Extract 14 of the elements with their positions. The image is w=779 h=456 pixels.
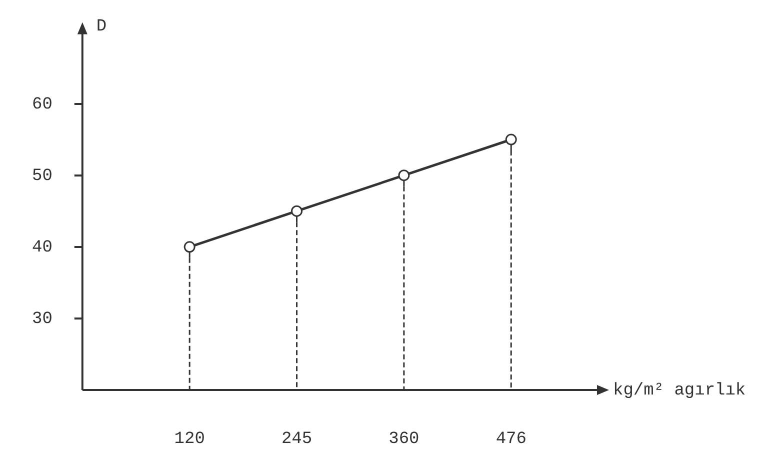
x-tick-label: 360: [388, 430, 420, 449]
x-tick-label: 245: [281, 430, 312, 449]
y-tick-label: 40: [32, 238, 52, 258]
y-tick-label: 50: [32, 166, 52, 186]
point: [398, 170, 410, 182]
point: [291, 205, 303, 217]
point: [184, 241, 196, 253]
x-tick-label: 476: [496, 430, 526, 449]
y-tick-label: 30: [32, 310, 52, 329]
x-axis-title: kg/m² agırlık: [613, 382, 746, 400]
y-axis-title: D: [96, 18, 107, 37]
x-tick-label: 120: [174, 430, 205, 449]
point: [505, 134, 517, 146]
y-tick-label: 60: [32, 95, 52, 114]
